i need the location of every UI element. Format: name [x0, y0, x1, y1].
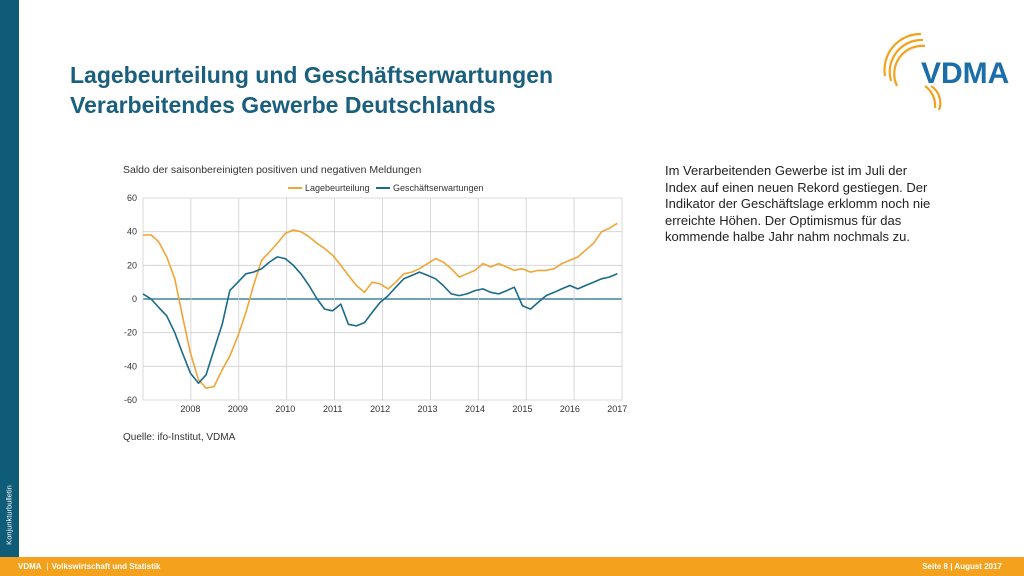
x-tick-label: 2010: [275, 404, 295, 414]
footer-left: VDMA | Volkswirtschaft und Statistik: [18, 562, 160, 571]
footer-right: Seite 8 | August 2017: [922, 562, 1002, 571]
logo-arc-4: [924, 85, 937, 109]
y-tick-label: -60: [124, 395, 137, 405]
footer-separator: |: [46, 562, 49, 571]
side-label: Konjunkturbulletin: [4, 485, 14, 545]
footer-separator-right: |: [950, 562, 953, 571]
legend-label-geschaeftserwartungen: Geschäftserwartungen: [393, 183, 484, 193]
slide-title-line2: Verarbeitendes Gewerbe Deutschlands: [70, 92, 496, 118]
series-line-erwartungen: [142, 256, 618, 384]
logo-arc-2: [888, 38, 924, 82]
slide-title-line1: Lagebeurteilung und Geschäftserwartungen: [70, 62, 554, 88]
side-bar: [0, 0, 19, 557]
series-lines: [142, 222, 618, 389]
chart-title: Saldo der saisonbereinigten positiven un…: [123, 164, 421, 176]
x-tick-label: 2014: [465, 404, 485, 414]
x-tick-label: 2008: [180, 404, 200, 414]
chart-grid: [142, 197, 623, 401]
x-tick-label: 2017: [607, 404, 627, 414]
footer-org: VDMA: [18, 562, 42, 571]
y-tick-label: 20: [127, 260, 137, 270]
y-tick-label: 60: [127, 193, 137, 203]
x-tick-label: 2016: [560, 404, 580, 414]
y-tick-label: 0: [132, 294, 137, 304]
vdma-logo: VDMA: [875, 28, 1010, 116]
y-tick-label: -20: [124, 328, 137, 338]
y-axis-labels: 60 40 20 0 -20 -40 -60: [124, 193, 137, 405]
footer-page: Seite 8: [922, 562, 948, 571]
logo-arc-1: [883, 32, 922, 77]
y-tick-label: -40: [124, 361, 137, 371]
logo-arc-3: [893, 44, 926, 87]
footer-dept: Volkswirtschaft und Statistik: [51, 562, 161, 571]
footer-date: August 2017: [954, 562, 1002, 571]
line-chart: Saldo der saisonbereinigten positiven un…: [110, 158, 630, 448]
x-tick-label: 2015: [512, 404, 532, 414]
commentary-text: Im Verarbeitenden Gewerbe ist im Juli de…: [665, 163, 931, 244]
vdma-logo-graphic: VDMA: [883, 32, 1009, 111]
series-line-lage: [143, 222, 618, 389]
slide-title: Lagebeurteilung und Geschäftserwartungen…: [70, 60, 553, 120]
x-tick-label: 2013: [418, 404, 438, 414]
chart-legend: Lagebeurteilung Geschäftserwartungen: [288, 183, 484, 193]
x-tick-label: 2009: [228, 404, 248, 414]
x-axis-labels: 2008 2009 2010 2011 2012 2013 2014 2015 2016 2017: [180, 404, 627, 414]
footer-bar: VDMA | Volkswirtschaft und Statistik Seite…: [0, 557, 1024, 576]
chart-svg: Saldo der saisonbereinigten positiven un…: [123, 164, 627, 443]
logo-arc-5: [930, 85, 942, 111]
chart-source: Quelle: ifo-Institut, VDMA: [123, 432, 236, 443]
legend-label-lagebeurteilung: Lagebeurteilung: [305, 183, 370, 193]
logo-text: VDMA: [921, 57, 1009, 90]
x-tick-label: 2011: [323, 404, 342, 414]
y-tick-label: 40: [127, 227, 137, 237]
x-tick-label: 2012: [370, 404, 390, 414]
